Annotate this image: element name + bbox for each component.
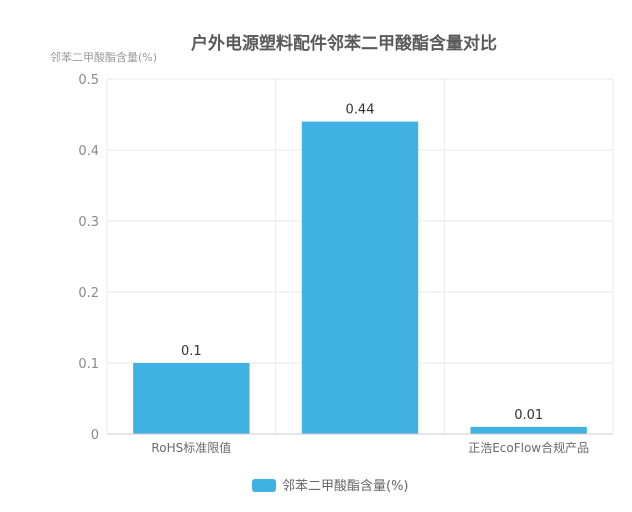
x-axis: RoHS标准限值 正浩EcoFlow合规产品: [107, 433, 613, 455]
bar[interactable]: [470, 426, 587, 434]
y-tick-label: 0.5: [78, 73, 99, 88]
legend-label: 邻苯二甲酸酯含量(%): [282, 478, 409, 494]
grid-layer: [106, 78, 614, 434]
data-labels: 0.1 0.44 0.01: [181, 103, 543, 423]
y-tick-label: 0.4: [78, 144, 99, 159]
y-tick-label: 0.3: [78, 215, 99, 230]
bar-data-label: 0.1: [181, 344, 202, 359]
y-tick-label: 0: [91, 428, 99, 443]
y-axis: 0 0.1 0.2 0.3 0.4 0.5: [78, 73, 99, 443]
legend[interactable]: 邻苯二甲酸酯含量(%): [252, 478, 409, 494]
chart-title: 户外电源塑料配件邻苯二甲酸酯含量对比: [191, 33, 497, 54]
y-axis-label: 邻苯二甲酸酯含量(%): [50, 50, 157, 64]
bars: [133, 121, 587, 434]
legend-swatch: [252, 479, 276, 492]
y-tick-label: 0.1: [78, 357, 99, 372]
bar-data-label: 0.44: [346, 103, 375, 118]
bar[interactable]: [301, 121, 419, 434]
bar[interactable]: [133, 363, 250, 434]
bar-data-label: 0.01: [514, 408, 543, 423]
y-tick-label: 0.2: [78, 286, 99, 301]
x-tick-label: 正浩EcoFlow合规产品: [468, 440, 589, 455]
x-tick-label: RoHS标准限值: [151, 440, 231, 455]
